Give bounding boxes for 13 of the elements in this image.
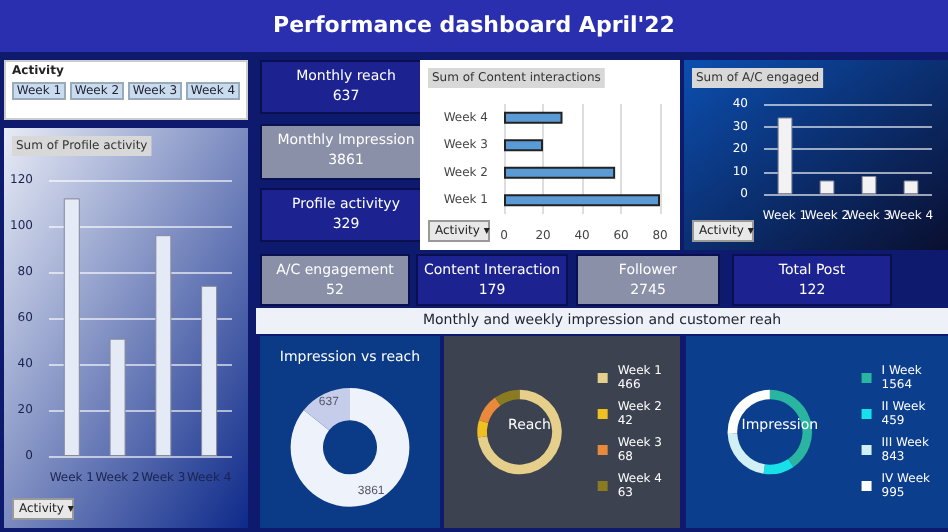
bar: [861, 176, 877, 194]
bar: [504, 111, 563, 124]
bar: [504, 139, 543, 152]
bar: [777, 117, 793, 194]
bar: [819, 180, 835, 194]
bar: [504, 166, 616, 179]
bar: [109, 338, 126, 456]
bar: [201, 285, 218, 456]
bar: [504, 194, 660, 207]
text: Performance dashboard April'22: [0, 0, 948, 52]
bar: [63, 198, 80, 456]
bar: [155, 235, 172, 456]
bar: [903, 180, 919, 194]
